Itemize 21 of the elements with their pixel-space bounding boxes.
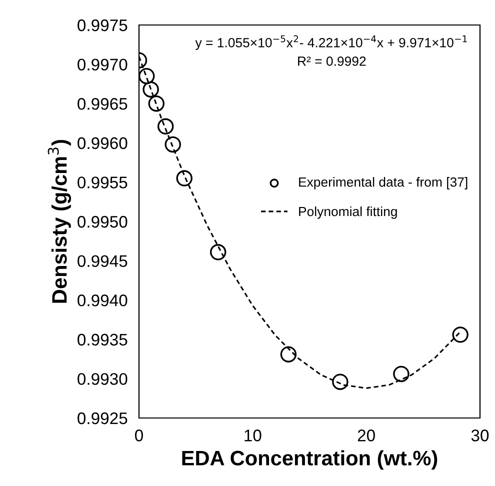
y-tick-label: 0.9960: [78, 137, 128, 150]
legend-label: Polynomial fitting: [299, 206, 397, 219]
y-tick-label: 0.9970: [78, 58, 128, 71]
x-tick-label: 0: [135, 430, 143, 442]
y-tick-label: 0.9940: [78, 294, 128, 306]
x-tick-label: 10: [244, 430, 262, 442]
y-axis-title: Densisty (g/cm$^{3}$): [48, 140, 72, 303]
y-tick-label: 0.9955: [78, 176, 128, 188]
annotation: R² = 0.9992: [298, 56, 366, 66]
y-tick-label: 0.9950: [78, 216, 128, 228]
annotation: y = 1.055×10$^{−5}$x$^{2}$- 4.221×10$^{−4}$x + 9.971×10$^{−1}$: [195, 35, 467, 50]
y-tick-label: 0.9930: [78, 373, 128, 385]
y-tick-label: 0.9925: [78, 412, 128, 424]
x-axis-title: EDA Concentration (wt.%): [182, 450, 438, 470]
y-tick-label: 0.9965: [78, 98, 128, 110]
y-tick-label: 0.9975: [78, 19, 128, 32]
x-tick-label: 30: [471, 430, 489, 442]
y-tick-label: 0.9945: [78, 255, 128, 268]
y-tick-label: 0.9935: [78, 334, 128, 346]
x-tick-label: 20: [358, 430, 375, 442]
legend-label: Experimental data - from [37]: [299, 177, 468, 190]
